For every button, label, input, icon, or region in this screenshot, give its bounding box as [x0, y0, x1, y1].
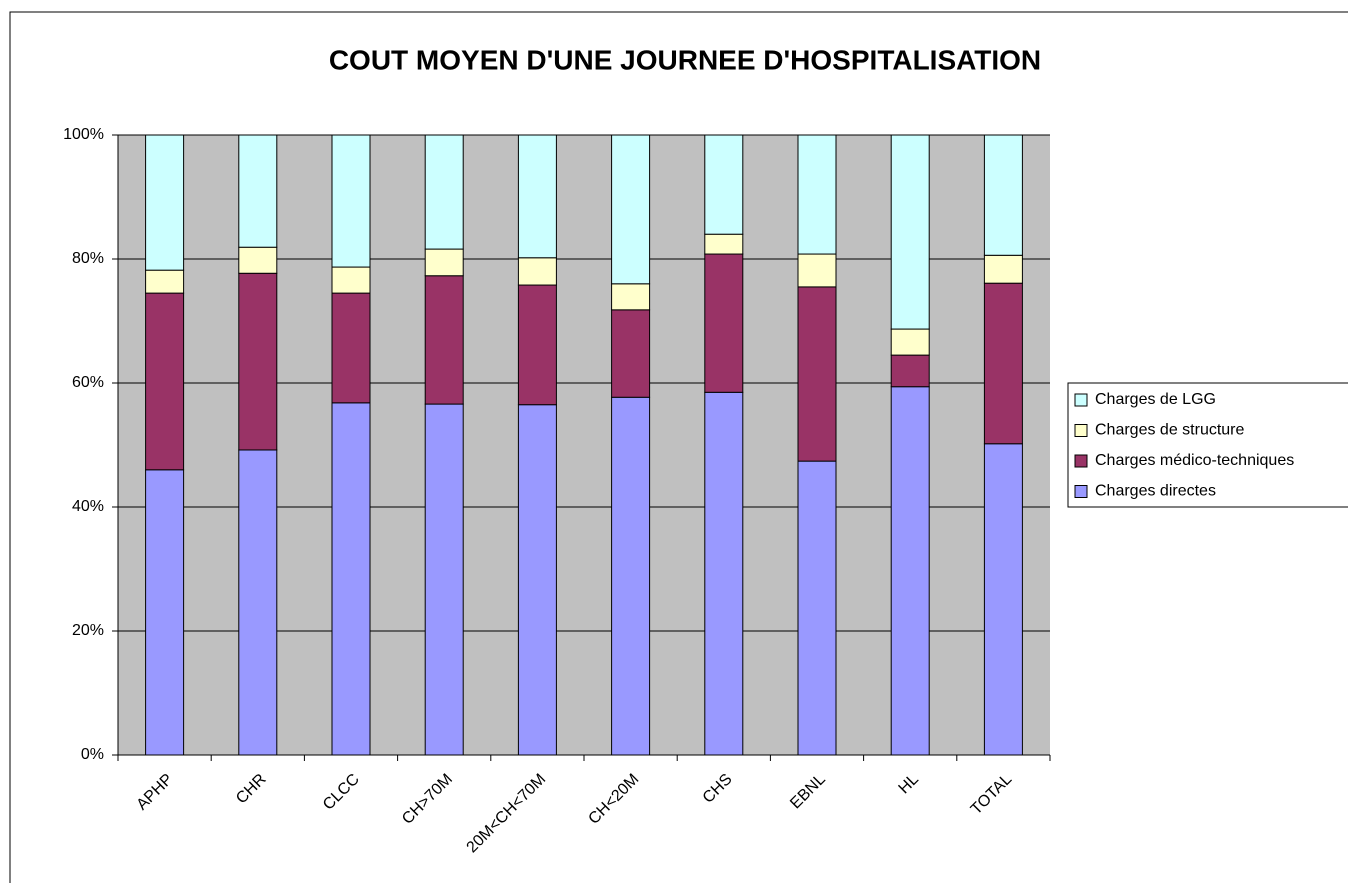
x-tick-label: CHS: [700, 771, 736, 807]
bar-segment: [890, 386, 930, 756]
bar-segment: [611, 283, 651, 311]
bar-segment: [797, 134, 837, 255]
bar-segment: [983, 254, 1023, 284]
bar-segment: [611, 309, 651, 398]
x-tick-label: CH<20M: [585, 771, 642, 828]
x-tick-label: EBNL: [787, 771, 829, 813]
bar-segment: [238, 272, 278, 451]
bar-segment: [238, 449, 278, 756]
bar-segment: [704, 253, 744, 393]
legend-swatch: [1074, 454, 1088, 468]
y-tick-label: 0%: [81, 746, 104, 763]
bar-segment: [238, 134, 278, 248]
x-tick-label: CH>70M: [399, 771, 456, 828]
x-tick-label: TOTAL: [968, 771, 1016, 819]
bar-segment: [238, 246, 278, 274]
bar-segment: [890, 134, 930, 330]
bar-segment: [145, 469, 185, 756]
bar-segment: [983, 282, 1023, 445]
x-tick-label: APHP: [134, 771, 177, 814]
bar-segment: [983, 443, 1023, 756]
x-tick-label: HL: [896, 771, 923, 798]
legend-label: Charges de LGG: [1095, 391, 1216, 408]
bar-segment: [145, 292, 185, 471]
bar-segment: [983, 134, 1023, 256]
x-tick-label: CLCC: [320, 771, 363, 814]
bar-segment: [797, 286, 837, 462]
bar-segment: [145, 269, 185, 294]
bar-segment: [424, 275, 464, 405]
bar-segment: [797, 460, 837, 756]
x-tick-label: CHR: [233, 771, 270, 808]
bar-segment: [611, 134, 651, 285]
y-tick-label: 60%: [72, 374, 104, 391]
chart-border: [9, 11, 1348, 883]
bar-segment: [704, 233, 744, 255]
bar-segment: [424, 248, 464, 277]
y-tick-label: 80%: [72, 250, 104, 267]
bar-segment: [424, 403, 464, 756]
x-tick-label: 20M<CH<70M: [464, 771, 550, 857]
legend-box: [1067, 382, 1348, 508]
bar-segment: [704, 391, 744, 756]
y-tick-label: 20%: [72, 622, 104, 639]
bar-segment: [517, 284, 557, 406]
y-tick-label: 40%: [72, 498, 104, 515]
bar-segment: [424, 134, 464, 250]
bar-segment: [611, 396, 651, 756]
legend-label: Charges de structure: [1095, 422, 1245, 439]
bar-segment: [331, 266, 371, 294]
bar-segment: [517, 134, 557, 259]
legend-swatch: [1074, 485, 1088, 498]
legend-label: Charges médico-techniques: [1095, 452, 1294, 469]
bar-segment: [890, 328, 930, 356]
bar-segment: [890, 354, 930, 388]
bar-segment: [797, 253, 837, 288]
bar-segment: [331, 134, 371, 268]
legend-swatch: [1074, 424, 1088, 437]
bar-segment: [517, 404, 557, 756]
bar-segment: [704, 134, 744, 235]
bar-segment: [517, 257, 557, 286]
chart-title: COUT MOYEN D'UNE JOURNEE D'HOSPITALISATI…: [329, 44, 1041, 75]
bar-segment: [145, 134, 185, 271]
legend-swatch: [1074, 393, 1088, 407]
y-tick-label: 100%: [63, 126, 104, 143]
bar-segment: [331, 402, 371, 756]
bar-segment: [331, 292, 371, 404]
legend-label: Charges directes: [1095, 483, 1216, 500]
